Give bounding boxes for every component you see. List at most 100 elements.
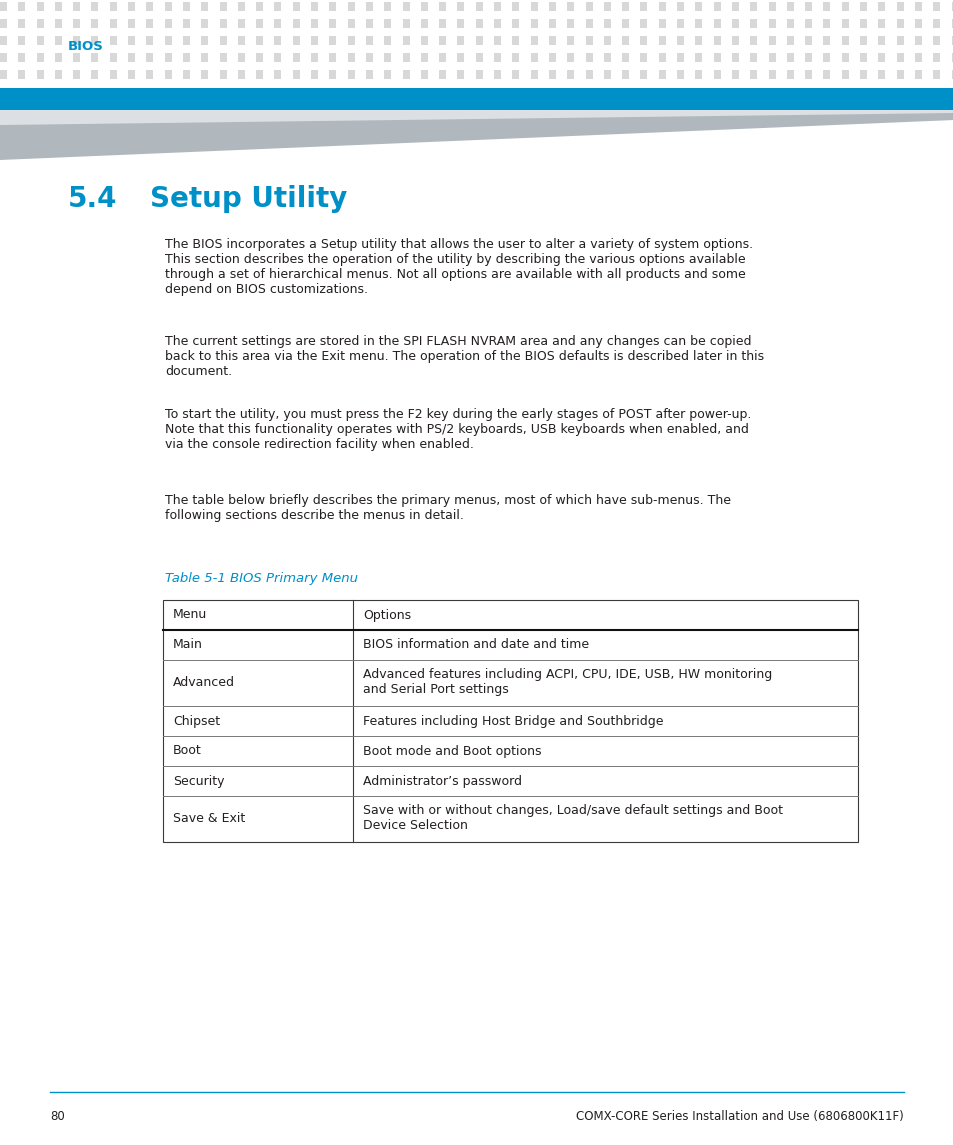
Bar xyxy=(860,70,866,79)
Bar xyxy=(804,2,811,11)
Bar xyxy=(914,2,921,11)
Bar xyxy=(438,70,446,79)
Bar xyxy=(366,35,373,45)
Bar xyxy=(603,35,610,45)
Text: document.: document. xyxy=(165,365,232,378)
Bar xyxy=(950,19,953,27)
Bar xyxy=(749,35,757,45)
Bar xyxy=(621,35,629,45)
Bar xyxy=(731,2,739,11)
Bar xyxy=(146,53,153,62)
Text: Advanced features including ACPI, CPU, IDE, USB, HW monitoring: Advanced features including ACPI, CPU, I… xyxy=(363,668,771,681)
Bar xyxy=(402,19,409,27)
Bar xyxy=(73,19,80,27)
Bar xyxy=(494,19,500,27)
Bar xyxy=(293,70,299,79)
Bar xyxy=(621,19,629,27)
Bar xyxy=(896,53,902,62)
Bar xyxy=(420,19,428,27)
Bar xyxy=(329,70,336,79)
Bar xyxy=(677,70,683,79)
Bar xyxy=(731,53,739,62)
Bar xyxy=(659,70,665,79)
Bar xyxy=(841,35,848,45)
Bar xyxy=(110,53,116,62)
Bar xyxy=(384,2,391,11)
Bar xyxy=(0,35,7,45)
Text: 5.4: 5.4 xyxy=(68,185,117,213)
Bar xyxy=(932,19,940,27)
Text: Chipset: Chipset xyxy=(172,714,220,727)
Bar xyxy=(402,35,409,45)
Bar xyxy=(603,53,610,62)
Text: Note that this functionality operates with PS/2 keyboards, USB keyboards when en: Note that this functionality operates wi… xyxy=(165,423,748,436)
Bar xyxy=(165,53,172,62)
Bar xyxy=(91,70,98,79)
Text: Setup Utility: Setup Utility xyxy=(150,185,347,213)
Bar xyxy=(476,53,482,62)
Bar xyxy=(0,2,7,11)
Bar xyxy=(274,2,281,11)
Bar xyxy=(36,53,44,62)
Bar xyxy=(183,53,190,62)
Bar xyxy=(786,35,793,45)
Bar xyxy=(256,35,263,45)
Bar xyxy=(768,35,775,45)
Bar xyxy=(786,19,793,27)
Bar xyxy=(165,19,172,27)
Bar xyxy=(695,35,701,45)
Bar xyxy=(804,19,811,27)
Bar xyxy=(18,70,26,79)
Bar xyxy=(896,19,902,27)
Bar xyxy=(183,2,190,11)
Bar xyxy=(293,19,299,27)
Text: back to this area via the Exit menu. The operation of the BIOS defaults is descr: back to this area via the Exit menu. The… xyxy=(165,350,763,363)
Bar xyxy=(621,70,629,79)
Bar xyxy=(438,35,446,45)
Bar xyxy=(18,2,26,11)
Bar xyxy=(713,35,720,45)
Bar xyxy=(36,2,44,11)
Text: depend on BIOS customizations.: depend on BIOS customizations. xyxy=(165,283,368,297)
Bar xyxy=(914,19,921,27)
Bar xyxy=(91,53,98,62)
Bar xyxy=(548,35,556,45)
Bar xyxy=(914,35,921,45)
Bar xyxy=(55,35,62,45)
Bar xyxy=(878,2,884,11)
Bar xyxy=(55,2,62,11)
Bar xyxy=(366,53,373,62)
Bar xyxy=(110,70,116,79)
Bar xyxy=(585,53,592,62)
Bar xyxy=(201,70,208,79)
Bar xyxy=(822,35,830,45)
Bar xyxy=(786,2,793,11)
Bar xyxy=(512,2,518,11)
Text: Advanced: Advanced xyxy=(172,677,234,689)
Bar xyxy=(438,2,446,11)
Bar xyxy=(128,35,135,45)
Bar xyxy=(237,70,245,79)
Bar xyxy=(237,35,245,45)
Bar xyxy=(548,2,556,11)
Bar xyxy=(677,2,683,11)
Bar xyxy=(548,53,556,62)
Bar xyxy=(860,2,866,11)
Bar xyxy=(768,70,775,79)
Text: Device Selection: Device Selection xyxy=(363,819,467,832)
Text: The BIOS incorporates a Setup utility that allows the user to alter a variety of: The BIOS incorporates a Setup utility th… xyxy=(165,238,752,251)
Bar xyxy=(659,19,665,27)
Bar xyxy=(219,70,227,79)
Text: The table below briefly describes the primary menus, most of which have sub-menu: The table below briefly describes the pr… xyxy=(165,493,730,507)
Bar xyxy=(548,19,556,27)
Bar xyxy=(347,35,355,45)
Bar xyxy=(55,70,62,79)
Bar xyxy=(585,70,592,79)
Bar xyxy=(73,53,80,62)
Bar xyxy=(347,70,355,79)
Bar xyxy=(55,19,62,27)
Bar xyxy=(402,53,409,62)
Bar xyxy=(128,70,135,79)
Bar xyxy=(659,53,665,62)
Bar xyxy=(110,19,116,27)
